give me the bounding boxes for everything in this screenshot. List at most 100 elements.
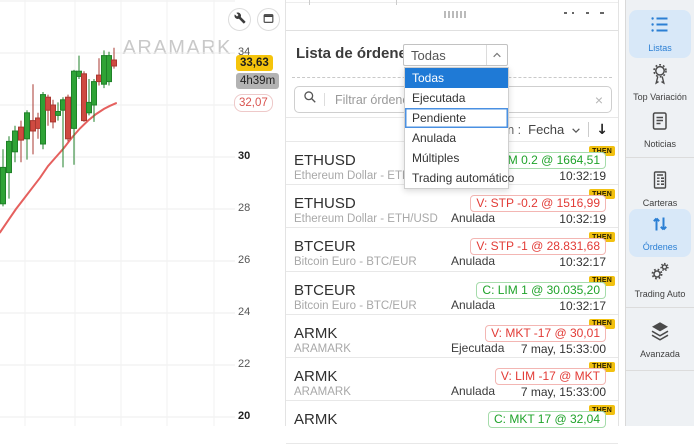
sidebar-item-trading-auto[interactable]: Trading Auto	[629, 256, 691, 304]
order-list: ETHUSD Ethereum Dollar - ETH/USD THEN C:…	[286, 141, 618, 444]
sidebar-item-noticias[interactable]: Noticias	[629, 106, 691, 154]
sidebar-item-top-variacion[interactable]: Top Variación	[629, 59, 691, 107]
panel-drag-handle[interactable]	[444, 11, 466, 18]
divider	[588, 122, 590, 137]
dropdown-option[interactable]: Ejecutada	[412, 91, 466, 105]
order-description: ARAMARK	[294, 342, 351, 355]
sidebar-item-carteras[interactable]: Carteras	[629, 165, 691, 213]
dropdown-option[interactable]: Múltiples	[412, 151, 460, 165]
tab-separator-tick	[396, 0, 397, 5]
sidebar-item-label: Órdenes	[642, 242, 678, 252]
order-status: Ejecutada	[451, 340, 505, 355]
dropdown-option[interactable]: Anulada	[412, 131, 457, 145]
list-icon	[647, 13, 673, 42]
order-status: Anulada	[451, 383, 496, 398]
order-description: Ethereum Dollar - ETH/USD	[294, 213, 438, 226]
order-time: 10:32:17	[559, 255, 606, 270]
y-axis-tick: 28	[238, 202, 251, 214]
order-filter-select[interactable]: Todas	[403, 44, 508, 66]
then-badge: THEN	[589, 189, 615, 200]
order-detail-badge: V: STP -1 @ 28.831,68	[470, 238, 606, 256]
order-row[interactable]: ARMK THEN C: MKT 17 @ 32,04	[286, 401, 618, 444]
chart-window-button[interactable]	[257, 8, 280, 31]
order-symbol: ARMK	[294, 411, 338, 429]
order-row[interactable]: ARMK ARAMARK Ejecutada THEN V: MKT -17 @…	[286, 315, 618, 358]
order-symbol: ETHUSD	[294, 152, 356, 169]
order-description: Ethereum Dollar - ETH/USD	[294, 170, 438, 182]
order-time: 7 may, 15:33:00	[520, 341, 606, 356]
order-symbol: BTCEUR	[294, 238, 356, 256]
indicator-value-badge: 32,07	[234, 94, 273, 112]
sidebar-item-label: Listas	[648, 43, 672, 53]
dropdown-option[interactable]: Pendiente	[405, 108, 508, 128]
order-symbol: BTCEUR	[294, 281, 356, 299]
chevron-up-icon	[486, 45, 507, 65]
order-symbol: ETHUSD	[294, 195, 356, 213]
dropdown-option[interactable]: Todas	[405, 68, 508, 88]
divider	[324, 93, 325, 106]
y-axis-tick: 26	[238, 254, 251, 266]
sidebar-item-label: Trading Auto	[634, 289, 686, 299]
order-status: Anulada	[451, 211, 496, 226]
then-badge: THEN	[589, 232, 615, 243]
clipped-text-artifact	[586, 12, 589, 14]
chart-settings-button[interactable]	[228, 8, 251, 31]
panel-top-strip	[286, 0, 618, 31]
clipped-text-artifact	[572, 12, 574, 14]
sidebar-divider	[626, 307, 694, 308]
y-axis-tick: 20	[238, 410, 251, 422]
candle-countdown-badge: 4h39m	[236, 73, 280, 89]
dropdown-option[interactable]: Trading automático	[412, 171, 515, 185]
then-badge: THEN	[589, 146, 615, 156]
clear-search-icon[interactable]: ×	[594, 91, 603, 108]
then-badge: THEN	[589, 318, 615, 329]
sort-field-select[interactable]: Fecha	[528, 122, 565, 137]
orders-panel: Lista de órdenes Todas × Ordenación : Fe…	[285, 0, 619, 444]
order-time: 7 may, 15:33:00	[520, 384, 606, 399]
last-price-badge: 33,63	[236, 55, 273, 71]
panel-title: Lista de órdenes	[296, 45, 416, 62]
clipped-text-artifact	[564, 12, 567, 14]
sidebar-divider	[626, 157, 694, 158]
then-badge: THEN	[589, 275, 615, 286]
order-description: Bitcoin Euro - BTC/EUR	[294, 256, 417, 269]
portfolio-icon	[648, 168, 672, 197]
right-sidebar: Listas Top Variación Noticias Carteras Órden…	[625, 0, 694, 426]
chevron-down-icon[interactable]	[571, 121, 581, 139]
then-badge: THEN	[589, 405, 615, 416]
order-detail-badge: V: LIM -17 @ MKT	[494, 367, 606, 385]
order-row[interactable]: BTCEUR Bitcoin Euro - BTC/EUR Anulada TH…	[286, 228, 618, 272]
order-time: 10:32:19	[559, 212, 606, 227]
order-row[interactable]: ARMK ARAMARK Anulada THEN V: LIM -17 @ M…	[286, 358, 618, 402]
sidebar-item-label: Avanzada	[640, 349, 680, 359]
layers-icon	[648, 319, 672, 348]
sidebar-item-label: Top Variación	[633, 92, 687, 102]
order-detail-badge: V: MKT -17 @ 30,01	[485, 324, 606, 342]
order-row[interactable]: BTCEUR Bitcoin Euro - BTC/EUR Anulada TH…	[286, 272, 618, 315]
order-detail-badge: C: LIM 1 @ 30.035,20	[476, 281, 606, 299]
window-icon	[262, 12, 275, 28]
order-row[interactable]: ETHUSD Ethereum Dollar - ETH/USD Anulada…	[286, 185, 618, 229]
price-chart-panel[interactable]: ARAMARK 34 30 28 26 24 22 20 33,63 4h39m 32,07	[0, 0, 283, 426]
clipped-text-artifact	[600, 12, 604, 14]
sidebar-item-ordenes[interactable]: Órdenes	[629, 209, 691, 257]
order-detail-badge: V: STP -0.2 @ 1516,99	[470, 195, 606, 213]
sort-direction-button[interactable]: ↓	[596, 121, 608, 138]
tab-separator-tick	[309, 0, 310, 5]
award-icon	[648, 62, 672, 91]
order-symbol: ARMK	[294, 324, 338, 342]
search-icon	[303, 90, 317, 109]
sidebar-item-listas[interactable]: Listas	[629, 10, 691, 58]
order-description: Bitcoin Euro - BTC/EUR	[294, 299, 417, 312]
gears-icon	[648, 259, 672, 288]
order-time: 10:32:19	[559, 169, 606, 183]
orders-arrows-icon	[648, 212, 672, 241]
sidebar-item-avanzada[interactable]: Avanzada	[629, 316, 691, 364]
y-axis-tick: 22	[238, 358, 251, 370]
then-badge: THEN	[589, 361, 615, 372]
sidebar-divider	[626, 370, 694, 371]
wrench-icon	[233, 12, 246, 27]
candlestick-chart[interactable]	[0, 0, 235, 426]
order-status: Anulada	[451, 297, 496, 312]
order-symbol: ARMK	[294, 367, 338, 385]
